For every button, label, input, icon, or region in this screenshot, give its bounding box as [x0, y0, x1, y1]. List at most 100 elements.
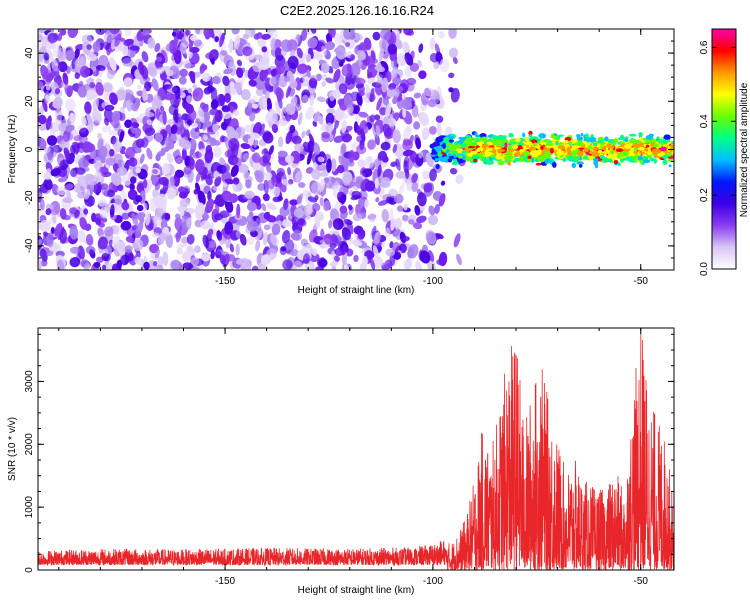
noise-speckle [45, 208, 52, 216]
spectrogram-ticks: -150 -100 -50 -40 -20 0 20 40 [24, 28, 674, 287]
noise-speckle [276, 170, 283, 184]
noise-speckle [63, 129, 71, 142]
noise-speckle [312, 203, 321, 212]
noise-speckle [123, 77, 133, 88]
signal-speckle [591, 151, 598, 157]
noise-speckle [83, 208, 89, 215]
noise-speckle [142, 87, 147, 102]
noise-speckle [205, 52, 215, 60]
signal-speckle [491, 135, 499, 140]
noise-speckle [448, 47, 459, 58]
noise-speckle [402, 41, 410, 53]
noise-speckle [398, 182, 405, 196]
noise-speckle [265, 215, 277, 223]
noise-speckle [407, 247, 414, 259]
signal-speckle [532, 142, 538, 147]
snr-x-tick-label: -100 [423, 576, 443, 587]
noise-speckle [65, 49, 76, 61]
noise-speckle [395, 158, 401, 171]
noise-speckle [374, 114, 381, 121]
noise-speckle [321, 131, 330, 139]
signal-speckle [544, 158, 552, 164]
noise-speckle [144, 127, 156, 136]
noise-speckle [151, 232, 160, 238]
noise-speckle [333, 135, 344, 143]
noise-speckle [98, 146, 108, 160]
signal-speckle [588, 137, 597, 143]
noise-speckle [396, 205, 404, 212]
signal-speckle [557, 145, 564, 149]
noise-speckle [372, 245, 379, 259]
noise-speckle [109, 149, 115, 157]
signal-speckle [472, 156, 481, 159]
noise-speckle [338, 83, 348, 95]
noise-speckle [156, 67, 165, 75]
noise-speckle [411, 181, 419, 192]
noise-speckle [234, 34, 241, 50]
noise-speckle [452, 56, 458, 64]
noise-speckle [429, 37, 436, 50]
noise-speckle [403, 203, 408, 211]
noise-speckle [265, 164, 272, 174]
noise-speckle [255, 87, 264, 97]
noise-speckle [185, 104, 194, 114]
noise-speckle [154, 214, 162, 227]
noise-speckle [111, 110, 121, 123]
noise-speckle [192, 87, 204, 102]
signal-speckle [508, 132, 514, 138]
noise-speckle [415, 137, 421, 150]
signal-speckle [540, 145, 544, 150]
noise-speckle [201, 213, 210, 220]
noise-speckle [84, 101, 92, 115]
noise-speckle [172, 31, 177, 37]
noise-speckle [95, 82, 104, 96]
signal-speckle [592, 146, 598, 151]
noise-speckle [194, 126, 200, 133]
noise-speckle [110, 172, 122, 186]
signal-speckle [617, 162, 621, 167]
noise-speckle [323, 200, 331, 212]
noise-speckle [125, 146, 136, 160]
noise-speckle [186, 234, 195, 245]
noise-speckle [125, 99, 132, 112]
noise-speckle [120, 220, 132, 231]
noise-speckle [59, 228, 68, 244]
noise-speckle [135, 147, 142, 154]
noise-speckle [67, 29, 79, 39]
noise-speckle [45, 41, 56, 50]
noise-speckle [216, 164, 227, 174]
noise-speckle [285, 84, 292, 98]
signal-speckle [545, 142, 554, 147]
noise-speckle [179, 68, 188, 78]
noise-speckle [330, 158, 337, 172]
noise-speckle [296, 47, 304, 59]
noise-speckle [154, 132, 164, 143]
noise-speckle [429, 168, 437, 182]
noise-speckle [343, 29, 355, 40]
noise-speckle [302, 52, 307, 61]
noise-speckle [316, 211, 324, 221]
signal-speckle [523, 145, 527, 149]
signal-speckle [484, 149, 488, 155]
noise-speckle [120, 254, 130, 266]
noise-speckle [422, 170, 430, 180]
noise-speckle [165, 124, 173, 135]
noise-speckle [54, 88, 61, 95]
noise-speckle [201, 253, 211, 262]
noise-speckle [92, 98, 100, 111]
noise-speckle [261, 46, 268, 53]
noise-speckle [366, 55, 375, 69]
noise-speckle [372, 256, 384, 269]
noise-speckle [232, 143, 239, 158]
noise-speckle [203, 87, 212, 95]
noise-speckle [174, 217, 183, 232]
noise-speckle [249, 112, 256, 122]
noise-speckle [93, 261, 101, 268]
noise-speckle [46, 135, 58, 146]
noise-speckle [139, 153, 145, 164]
noise-speckle [70, 144, 76, 155]
noise-speckle [239, 233, 247, 246]
noise-speckle [123, 96, 129, 109]
noise-speckle [368, 213, 377, 223]
noise-speckle [328, 219, 333, 229]
